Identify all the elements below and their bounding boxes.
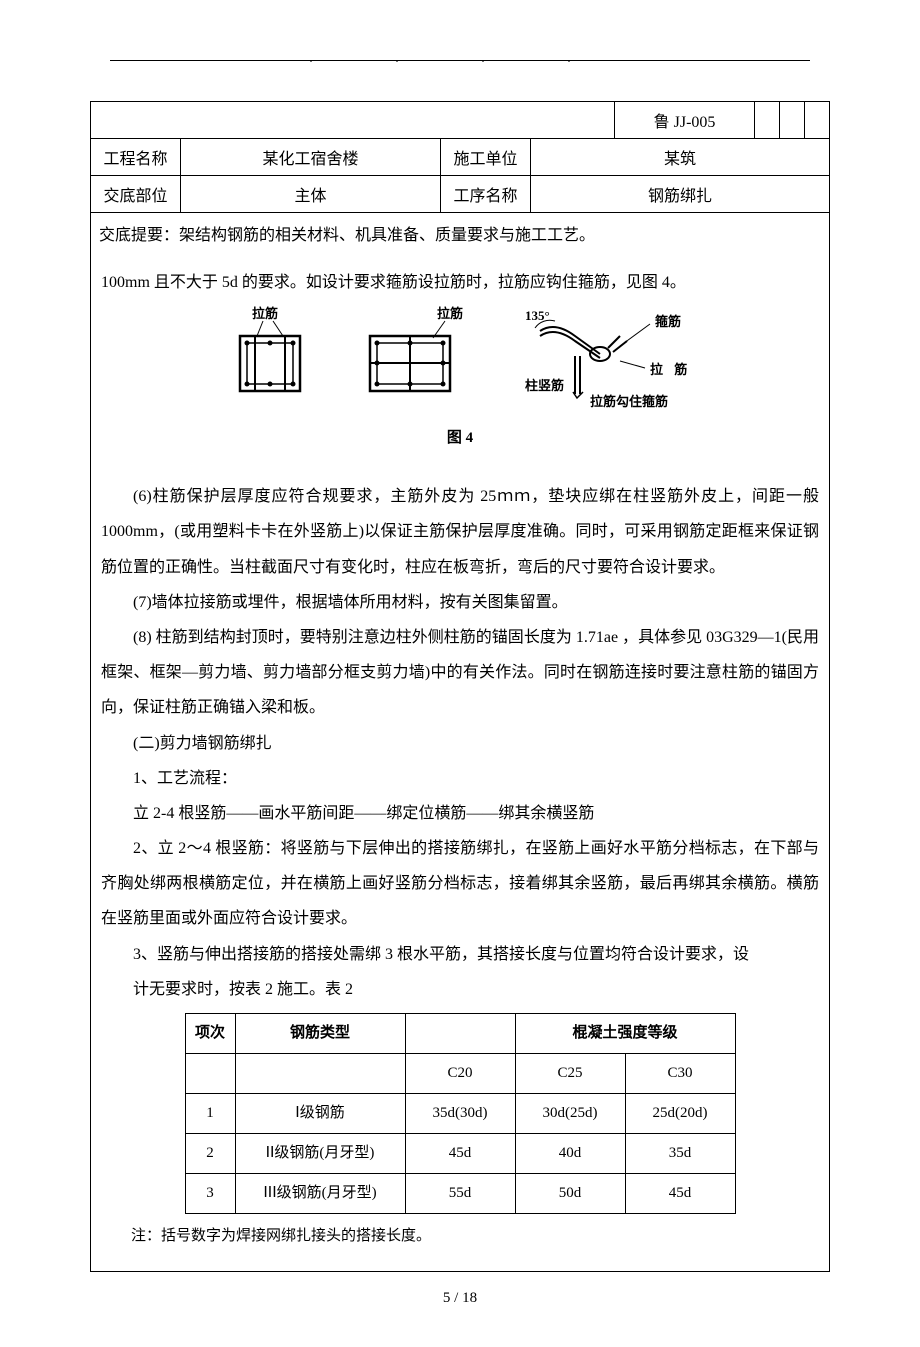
table-row: 1 Ⅰ级钢筋 35d(30d) 30d(25d) 25d(20d) xyxy=(185,1094,735,1134)
cell: 2 xyxy=(185,1134,235,1174)
table-2-note: 注：括号数字为焊接网绑扎接头的搭接长度。 xyxy=(131,1220,819,1253)
step-1: 1、工艺流程： xyxy=(101,761,819,796)
value-contractor: 某筑 xyxy=(531,139,830,176)
line-cont: 100mm 且不大于 5d 的要求。如设计要求箍筋设拉筋时，拉筋应钩住箍筋，见图… xyxy=(101,265,819,300)
cell: 50d xyxy=(515,1174,625,1214)
cell: 35d xyxy=(625,1134,735,1174)
fig-label-vert: 柱竖筋 xyxy=(525,378,564,393)
col-item: 项次 xyxy=(185,1014,235,1054)
fig4-left-icon: 拉筋 xyxy=(215,306,325,406)
heading-sec2: (二)剪力墙钢筋绑扎 xyxy=(101,726,819,761)
label-contractor: 施工单位 xyxy=(441,139,531,176)
cell: Ⅰ级钢筋 xyxy=(235,1094,405,1134)
col-c20: C20 xyxy=(405,1054,515,1094)
col-c25: C25 xyxy=(515,1054,625,1094)
header-row-2: 交底部位 主体 工序名称 钢筋绑扎 xyxy=(91,176,830,213)
table-row: 2 ⅠⅠ级钢筋(月牙型) 45d 40d 35d xyxy=(185,1134,735,1174)
cell: ⅠⅠ级钢筋(月牙型) xyxy=(235,1134,405,1174)
cell: 45d xyxy=(625,1174,735,1214)
table-2: 项次 钢筋类型 棍凝土强度等级 C20 C25 C30 1 Ⅰ级钢筋 35d(3… xyxy=(185,1013,736,1214)
para-6: (6)柱筋保护层厚度应符合规要求，主筋外皮为 25ｍｍ，垫块应绑在柱竖筋外皮上，… xyxy=(101,479,819,585)
fig4-right-icon: 135° 箍筋 拉 筋 柱竖筋 拉筋勾住箍筋 xyxy=(505,306,705,416)
document-page: . . . . 鲁 JJ-005 工程名称 某化工宿舍楼 施工单位 某筑 交底部… xyxy=(0,0,920,1347)
figure-4-caption: 图 4 xyxy=(101,422,819,455)
value-position: 主体 xyxy=(181,176,441,213)
para-7: (7)墙体拉接筋或埋件，根据墙体所用材料，按有关图集留置。 xyxy=(101,585,819,620)
cell: 35d(30d) xyxy=(405,1094,515,1134)
header-code-row: 鲁 JJ-005 xyxy=(91,102,830,139)
step-3a: 3、竖筋与伸出搭接筋的搭接处需绑 3 根水平筋，其搭接长度与位置均符合设计要求，… xyxy=(101,937,819,972)
summary-text: 交底提要：架结构钢筋的相关材料、机具准备、质量要求与施工工艺。 xyxy=(91,213,830,254)
cell: 55d xyxy=(405,1174,515,1214)
fig4-mid-icon: 拉筋 xyxy=(355,306,475,406)
page-number: 5 / 18 xyxy=(90,1290,830,1307)
label-position: 交底部位 xyxy=(91,176,181,213)
header-table: 鲁 JJ-005 工程名称 某化工宿舍楼 施工单位 某筑 交底部位 主体 工序名… xyxy=(90,101,830,253)
fig-label-hoop: 箍筋 xyxy=(655,314,681,329)
col-type: 钢筋类型 xyxy=(235,1014,405,1054)
doc-code-prefix: 鲁 xyxy=(654,114,670,131)
table-row: 3 ⅠⅠⅠ级钢筋(月牙型) 55d 50d 45d xyxy=(185,1174,735,1214)
step-3b: 计无要求时，按表 2 施工。表 2 xyxy=(101,972,819,1007)
value-project-name: 某化工宿舍楼 xyxy=(181,139,441,176)
col-grade-span: 棍凝土强度等级 xyxy=(515,1014,735,1054)
step-2: 2、立 2～4 根竖筋：将竖筋与下层伸出的搭接筋绑扎，在竖筋上画好水平筋分档标志… xyxy=(101,831,819,937)
step-1-flow: 立 2-4 根竖筋——画水平筋间距——绑定位横筋——绑其余横竖筋 xyxy=(101,796,819,831)
content-area: 100mm 且不大于 5d 的要求。如设计要求箍筋设拉筋时，拉筋应钩住箍筋，见图… xyxy=(90,253,830,1272)
fig-label-hook: 拉筋勾住箍筋 xyxy=(590,394,668,409)
header-summary-row: 交底提要：架结构钢筋的相关材料、机具准备、质量要求与施工工艺。 xyxy=(91,213,830,254)
label-process: 工序名称 xyxy=(441,176,531,213)
value-process: 钢筋绑扎 xyxy=(531,176,830,213)
para-8: (8) 柱筋到结构封顶时，要特别注意边柱外侧柱筋的锚固长度为 1.71ae ，具… xyxy=(101,620,819,726)
cell: 3 xyxy=(185,1174,235,1214)
cell: 1 xyxy=(185,1094,235,1134)
fig-label-pull3: 拉 筋 xyxy=(650,362,691,377)
table-row: C20 C25 C30 xyxy=(185,1054,735,1094)
label-project-name: 工程名称 xyxy=(91,139,181,176)
fig-label-pull2: 拉筋 xyxy=(437,306,463,321)
top-dots: . . . . xyxy=(110,51,810,66)
cell: 30d(25d) xyxy=(515,1094,625,1134)
cell: 25d(20d) xyxy=(625,1094,735,1134)
fig-label-pull: 拉筋 xyxy=(252,306,278,321)
cell: 40d xyxy=(515,1134,625,1174)
table-row: 项次 钢筋类型 棍凝土强度等级 xyxy=(185,1014,735,1054)
figure-4: 拉筋 拉筋 xyxy=(101,306,819,416)
header-row-1: 工程名称 某化工宿舍楼 施工单位 某筑 xyxy=(91,139,830,176)
col-c30: C30 xyxy=(625,1054,735,1094)
top-rule: . . . . xyxy=(110,60,810,61)
cell: ⅠⅠⅠ级钢筋(月牙型) xyxy=(235,1174,405,1214)
cell: 45d xyxy=(405,1134,515,1174)
doc-code: JJ-005 xyxy=(674,114,716,131)
